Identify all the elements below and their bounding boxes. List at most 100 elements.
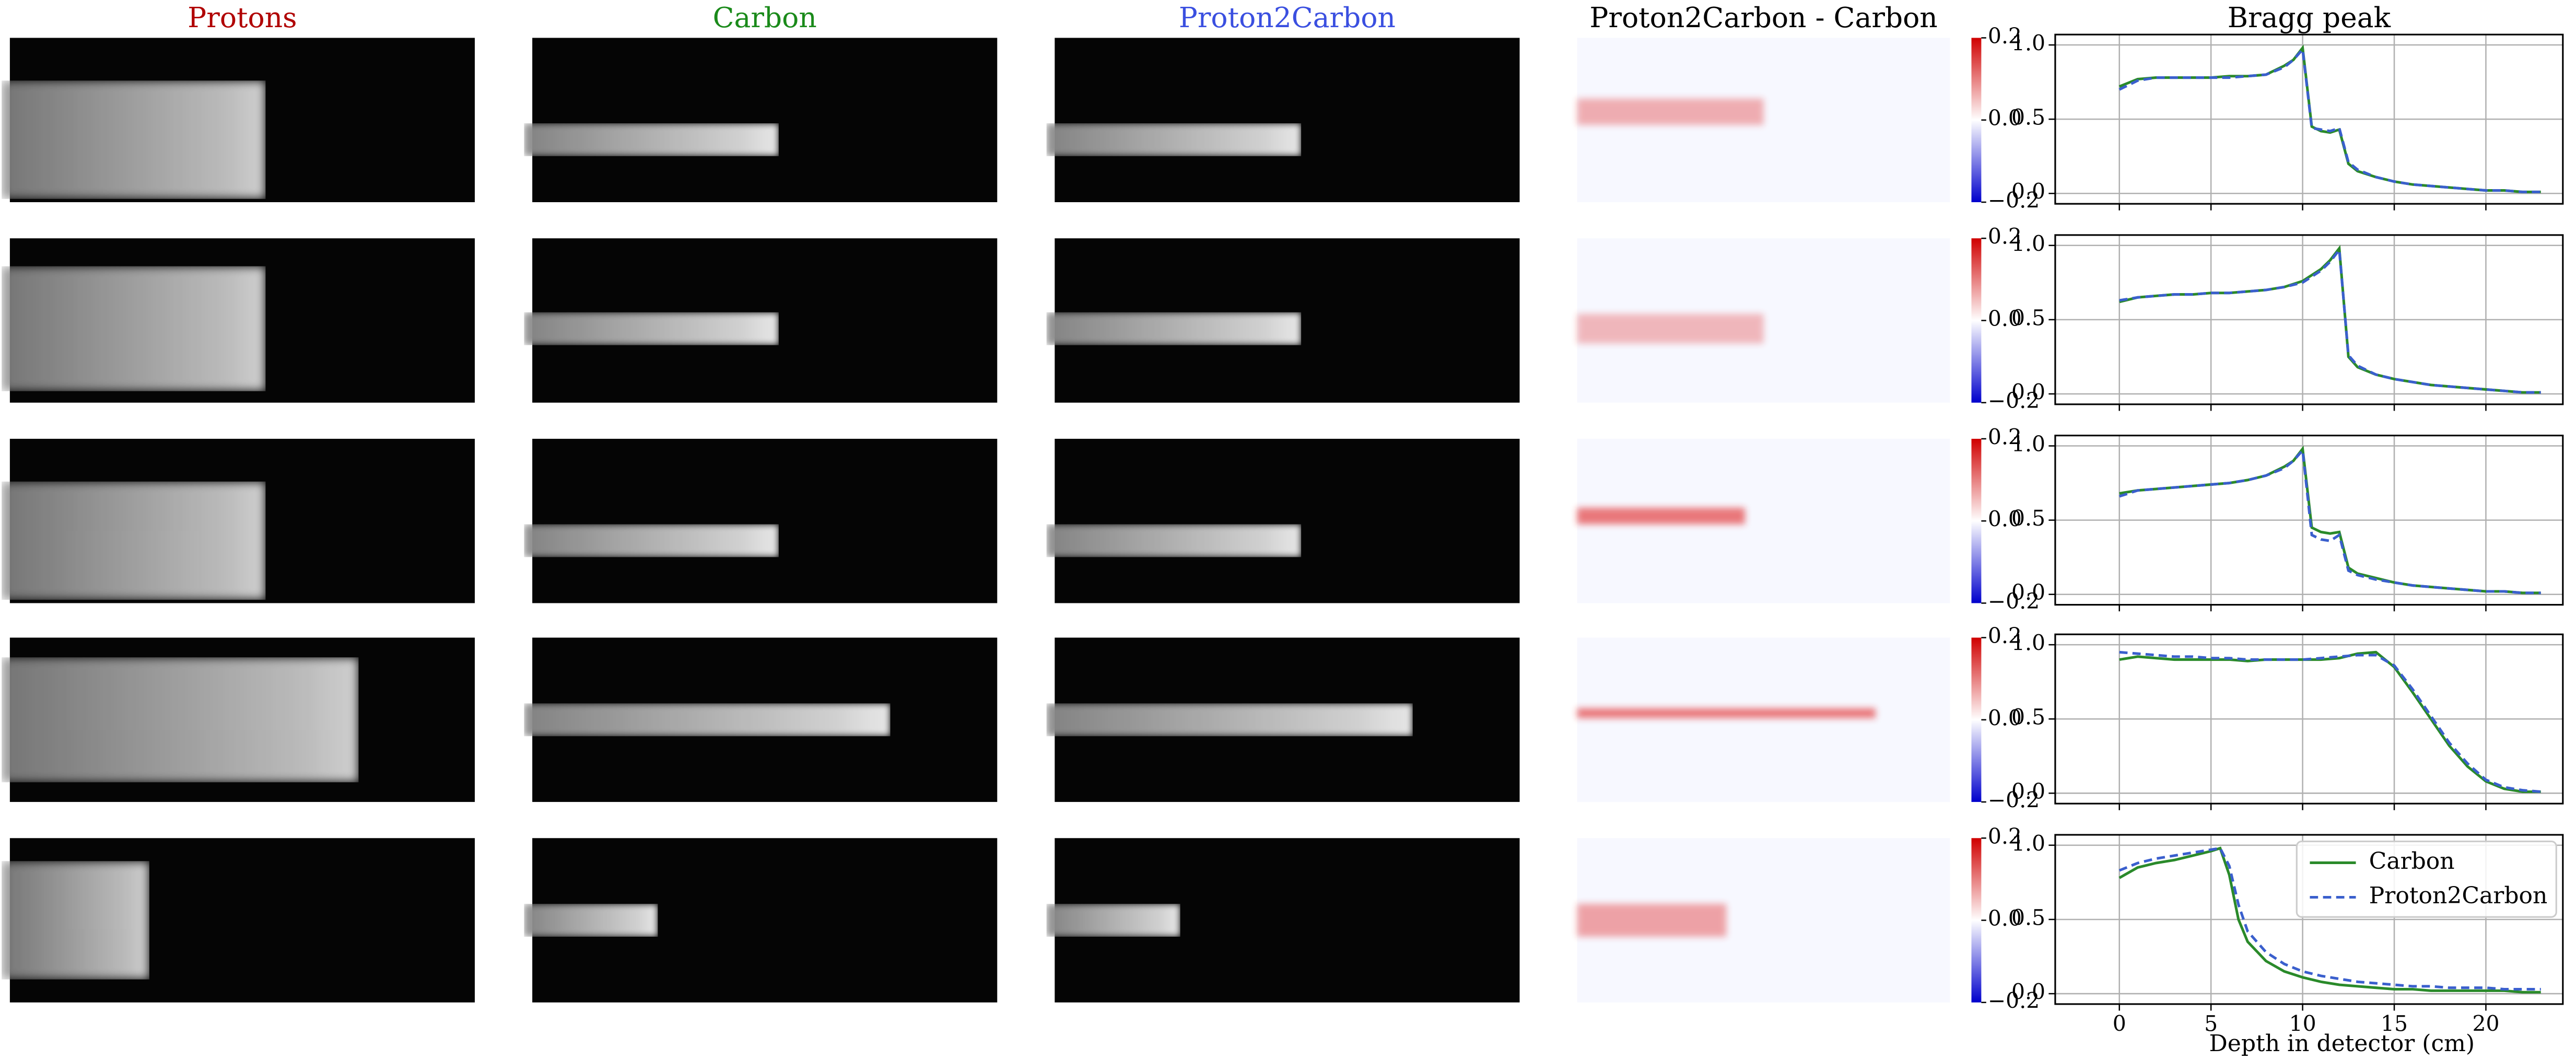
y-tick-label: 0.0: [2011, 980, 2045, 1005]
beam-body: [524, 312, 779, 345]
beam-body: [2, 657, 358, 782]
x-tick-label: 20: [2472, 1011, 2499, 1036]
colorbar-tick-label: 0.2: [1988, 224, 2022, 249]
colorbar-tick-label: −0.2: [1988, 788, 2040, 813]
axes-frame: [2054, 435, 2564, 606]
colorbar-tick-label: 0.2: [1988, 24, 2022, 49]
column-title: Carbon: [713, 1, 817, 34]
y-tick-label: 1.0: [2011, 631, 2045, 656]
colorbar-tick-label: 0.2: [1988, 824, 2022, 849]
axes-frame: [2054, 633, 2564, 805]
y-tick-label: 1.0: [2011, 31, 2045, 56]
beam-body: [524, 904, 658, 937]
beam: [1047, 904, 1180, 937]
column-title: Protons: [188, 1, 297, 34]
difference-panel: [1577, 637, 1950, 802]
y-tick-label: 0.5: [2011, 506, 2045, 531]
beam: [524, 123, 779, 156]
colorbar-tick-label: 0.0: [1988, 906, 2022, 931]
difference-band: [1577, 508, 1745, 525]
series-line: [2119, 650, 2541, 793]
colorbar-tick-label: 0.2: [1988, 424, 2022, 449]
y-tick-label: 1.0: [2011, 231, 2045, 256]
beam: [524, 904, 658, 937]
difference-band: [1577, 708, 1876, 718]
y-tick-label: 0.0: [2011, 779, 2045, 804]
series-line: [2118, 447, 2541, 595]
image-panel: [1055, 438, 1520, 603]
colorbar-tick-label: 0.0: [1988, 507, 2022, 532]
x-tick-label: 0: [2113, 1011, 2126, 1036]
beam-body: [2, 266, 265, 391]
axes-frame: [2054, 834, 2564, 1005]
column-title: Proton2Carbon: [1179, 1, 1396, 34]
colorbar: [1971, 838, 1982, 1003]
beam: [1047, 123, 1302, 156]
colorbar: [1971, 38, 1982, 202]
beam: [2, 80, 265, 199]
series-line: [2119, 244, 2541, 394]
beam-body: [524, 524, 779, 557]
series-line: [2119, 246, 2541, 394]
beam-body: [2, 80, 265, 199]
axes-frame: [2054, 234, 2564, 405]
colorbar-tick-label: −0.2: [1988, 589, 2040, 614]
image-panel: [532, 38, 998, 202]
y-tick-label: 0.5: [2011, 705, 2045, 730]
beam-body: [524, 703, 890, 736]
colorbar-tick-label: −0.2: [1988, 188, 2040, 213]
series-line: [2118, 846, 2541, 994]
beam: [2, 266, 265, 391]
colorbar: [1971, 438, 1982, 603]
colorbar: [1971, 238, 1982, 403]
difference-band: [1577, 904, 1727, 937]
colorbar-tick-label: −0.2: [1988, 988, 2040, 1013]
legend-label: Proton2Carbon: [2369, 882, 2548, 909]
colorbar-tick-label: 0.2: [1988, 623, 2022, 648]
beam: [1047, 703, 1413, 736]
beam: [1047, 312, 1302, 345]
beam-body: [524, 123, 779, 156]
y-tick-label: 1.0: [2011, 432, 2045, 457]
x-tick-label: 5: [2204, 1011, 2218, 1036]
beam-body: [2, 861, 149, 979]
colorbar-tick-label: 0.0: [1988, 705, 2022, 730]
x-tick-label: 15: [2381, 1011, 2408, 1036]
series-line: [2118, 846, 2541, 991]
colorbar: [1971, 637, 1982, 802]
y-tick-label: 1.0: [2011, 831, 2045, 856]
beam-body: [1047, 524, 1302, 557]
y-tick-label: 0.5: [2011, 305, 2045, 330]
beam: [524, 703, 890, 736]
series-line: [2118, 44, 2541, 193]
image-panel: [1055, 38, 1520, 202]
image-panel: [532, 438, 998, 603]
y-tick-label: 0.0: [2011, 580, 2045, 605]
series-line: [2119, 445, 2541, 595]
y-tick-label: 0.5: [2011, 905, 2045, 930]
beam: [1047, 524, 1302, 557]
y-tick-label: 0.5: [2011, 105, 2045, 130]
legend-label: Carbon: [2369, 848, 2455, 875]
beam-body: [1047, 123, 1302, 156]
colorbar-tick-label: 0.0: [1988, 306, 2022, 331]
series-line: [2118, 46, 2541, 193]
y-tick-label: 0.0: [2011, 379, 2045, 404]
legend-box: [2296, 840, 2557, 918]
beam-body: [1047, 312, 1302, 345]
beam-body: [1047, 904, 1180, 937]
beam: [524, 524, 779, 557]
difference-band: [1577, 98, 1764, 125]
beam: [2, 657, 358, 782]
beam-body: [2, 482, 265, 600]
y-tick-label: 0.0: [2011, 179, 2045, 204]
axes-frame: [2054, 33, 2564, 205]
difference-band: [1577, 313, 1764, 344]
colorbar-tick-label: −0.2: [1988, 388, 2040, 413]
x-tick-label: 10: [2289, 1011, 2316, 1036]
series-line: [2119, 650, 2541, 793]
beam: [2, 482, 265, 600]
chart-title: Bragg peak: [2228, 1, 2391, 34]
beam: [2, 861, 149, 979]
